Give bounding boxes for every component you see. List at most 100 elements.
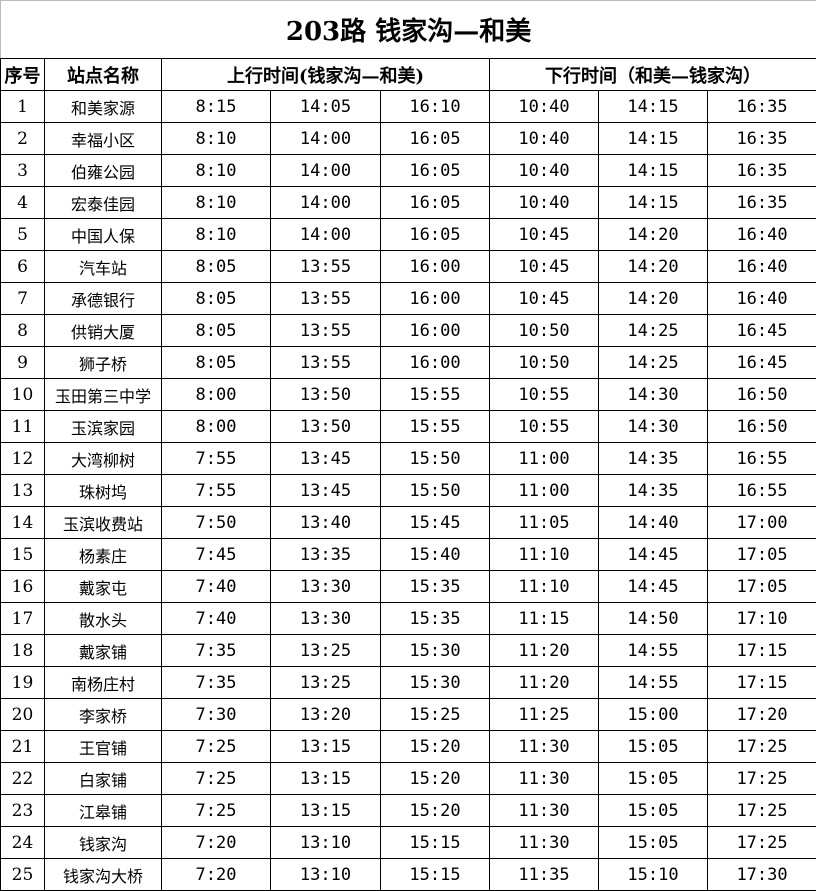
- table-row: 4 宏泰佳园 8:10 14:00 16:05 10:40 14:15 16:35: [0, 186, 816, 219]
- down-time: 14:35: [598, 474, 708, 507]
- up-time: 13:20: [270, 698, 381, 731]
- up-time: 13:55: [270, 346, 381, 379]
- down-time: 10:45: [489, 250, 599, 283]
- down-time: 10:40: [489, 122, 599, 155]
- down-time: 11:30: [489, 794, 599, 827]
- up-time: 13:55: [270, 250, 381, 283]
- up-time: 15:35: [380, 602, 490, 635]
- down-time: 17:15: [706, 634, 816, 667]
- down-time: 17:05: [706, 570, 816, 603]
- up-time: 13:50: [270, 410, 381, 443]
- down-time: 10:55: [489, 410, 599, 443]
- up-time: 8:00: [161, 410, 271, 443]
- row-index: 17: [0, 602, 45, 635]
- down-time: 14:15: [598, 186, 708, 219]
- down-time: 11:30: [489, 826, 599, 859]
- row-index: 19: [0, 666, 45, 699]
- row-index: 14: [0, 506, 45, 539]
- down-time: 16:40: [706, 218, 816, 251]
- row-index: 7: [0, 282, 45, 315]
- down-time: 16:55: [706, 474, 816, 507]
- row-index: 3: [0, 154, 45, 187]
- up-time: 7:50: [161, 506, 271, 539]
- up-time: 7:35: [161, 634, 271, 667]
- up-time: 13:40: [270, 506, 381, 539]
- down-time: 14:40: [598, 506, 708, 539]
- table-row: 23 江皋铺 7:25 13:15 15:20 11:30 15:05 17:25: [0, 794, 816, 827]
- up-time: 8:05: [161, 282, 271, 315]
- station-name: 玉田第三中学: [44, 378, 162, 411]
- down-time: 14:50: [598, 602, 708, 635]
- down-time: 10:55: [489, 378, 599, 411]
- up-time: 16:00: [380, 346, 490, 379]
- down-time: 11:35: [489, 858, 599, 891]
- down-time: 14:25: [598, 346, 708, 379]
- station-name: 承德银行: [44, 282, 162, 315]
- down-time: 17:25: [706, 794, 816, 827]
- row-index: 20: [0, 698, 45, 731]
- down-time: 16:45: [706, 314, 816, 347]
- down-time: 16:40: [706, 282, 816, 315]
- up-time: 7:25: [161, 730, 271, 763]
- station-name: 江皋铺: [44, 794, 162, 827]
- up-time: 13:30: [270, 602, 381, 635]
- up-time: 14:00: [270, 122, 381, 155]
- table-row: 9 狮子桥 8:05 13:55 16:00 10:50 14:25 16:45: [0, 346, 816, 379]
- row-index: 23: [0, 794, 45, 827]
- row-index: 25: [0, 858, 45, 891]
- row-index: 16: [0, 570, 45, 603]
- down-time: 14:15: [598, 122, 708, 155]
- down-time: 10:40: [489, 154, 599, 187]
- up-time: 7:20: [161, 858, 271, 891]
- down-time: 14:35: [598, 442, 708, 475]
- up-time: 15:45: [380, 506, 490, 539]
- down-time: 10:50: [489, 346, 599, 379]
- down-time: 17:25: [706, 730, 816, 763]
- row-index: 8: [0, 314, 45, 347]
- down-time: 11:00: [489, 474, 599, 507]
- up-time: 13:25: [270, 634, 381, 667]
- station-name: 供销大厦: [44, 314, 162, 347]
- up-time: 8:10: [161, 154, 271, 187]
- down-time: 16:50: [706, 378, 816, 411]
- row-index: 10: [0, 378, 45, 411]
- down-time: 14:45: [598, 570, 708, 603]
- table-row: 15 杨素庄 7:45 13:35 15:40 11:10 14:45 17:05: [0, 538, 816, 571]
- up-time: 15:55: [380, 410, 490, 443]
- down-time: 14:15: [598, 154, 708, 187]
- up-time: 8:15: [161, 90, 271, 123]
- up-time: 7:55: [161, 474, 271, 507]
- down-time: 14:55: [598, 666, 708, 699]
- page-title: 203路 钱家沟—和美: [0, 0, 816, 59]
- station-name: 大湾柳树: [44, 442, 162, 475]
- up-time: 15:20: [380, 730, 490, 763]
- up-time: 13:10: [270, 826, 381, 859]
- down-time: 15:10: [598, 858, 708, 891]
- table-row: 18 戴家铺 7:35 13:25 15:30 11:20 14:55 17:15: [0, 634, 816, 667]
- up-time: 15:15: [380, 826, 490, 859]
- table-row: 14 玉滨收费站 7:50 13:40 15:45 11:05 14:40 17:00: [0, 506, 816, 539]
- station-name: 钱家沟大桥: [44, 858, 162, 891]
- up-time: 13:25: [270, 666, 381, 699]
- down-time: 17:05: [706, 538, 816, 571]
- row-index: 11: [0, 410, 45, 443]
- down-time: 11:25: [489, 698, 599, 731]
- table-row: 8 供销大厦 8:05 13:55 16:00 10:50 14:25 16:45: [0, 314, 816, 347]
- header-index: 序号: [0, 58, 45, 91]
- up-time: 13:55: [270, 314, 381, 347]
- up-time: 7:55: [161, 442, 271, 475]
- title-row: 203路 钱家沟—和美: [0, 0, 816, 59]
- up-time: 13:10: [270, 858, 381, 891]
- down-time: 11:15: [489, 602, 599, 635]
- station-name: 南杨庄村: [44, 666, 162, 699]
- up-time: 13:30: [270, 570, 381, 603]
- up-time: 14:00: [270, 186, 381, 219]
- down-time: 16:35: [706, 122, 816, 155]
- up-time: 15:15: [380, 858, 490, 891]
- down-time: 17:00: [706, 506, 816, 539]
- row-index: 5: [0, 218, 45, 251]
- up-time: 14:00: [270, 154, 381, 187]
- up-time: 16:00: [380, 282, 490, 315]
- header-down-times: 下行时间（和美—钱家沟）: [488, 58, 816, 91]
- down-time: 14:20: [598, 282, 708, 315]
